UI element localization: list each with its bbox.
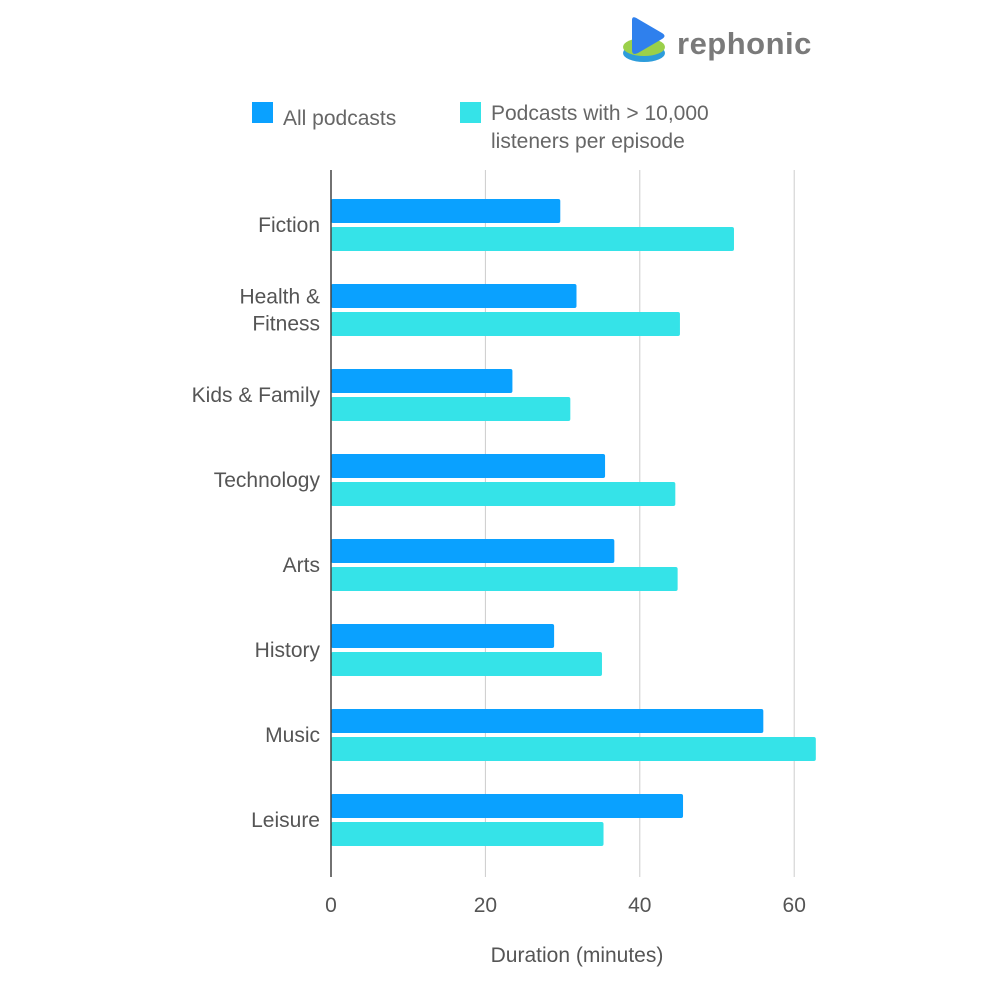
bar-popular-podcasts <box>331 397 571 421</box>
brand-logo: rephonic <box>623 17 812 62</box>
category-label: Music <box>265 724 320 747</box>
bar-popular-podcasts <box>331 312 680 336</box>
bar-popular-podcasts <box>331 737 816 761</box>
bar-all-podcasts <box>331 199 561 223</box>
x-tick-label: 0 <box>325 894 337 917</box>
bar-popular-podcasts <box>331 567 678 591</box>
play-logo-icon <box>623 17 665 62</box>
x-tick-label: 20 <box>474 894 497 917</box>
legend-label-popular: Podcasts with > 10,000 listeners per epi… <box>491 102 715 153</box>
category-label-line: Kids & Family <box>192 384 321 407</box>
legend-label-popular-line-1: Podcasts with > 10,000 <box>491 102 709 125</box>
category-label: Fiction <box>258 214 320 237</box>
bar-all-podcasts <box>331 539 615 563</box>
category-label-line: History <box>255 639 321 662</box>
bar-popular-podcasts <box>331 227 734 251</box>
category-label-line: Music <box>265 724 320 747</box>
bar-all-podcasts <box>331 709 764 733</box>
bar-all-podcasts <box>331 284 577 308</box>
category-label: Kids & Family <box>192 384 321 407</box>
bar-all-podcasts <box>331 369 513 393</box>
category-label: Leisure <box>251 809 320 832</box>
x-tick-label: 60 <box>783 894 806 917</box>
bar-popular-podcasts <box>331 822 604 846</box>
category-label: History <box>255 639 321 662</box>
legend-label-popular-line-2: listeners per episode <box>491 130 685 153</box>
category-label: Health & Fitness <box>239 286 320 336</box>
bar-popular-podcasts <box>331 652 602 676</box>
category-label: Arts <box>283 554 320 577</box>
category-labels: Fiction Health & Fitness Kids & Family Techn… <box>192 214 321 832</box>
category-label-line: Fitness <box>252 313 320 336</box>
category-label: Technology <box>214 469 321 492</box>
legend-swatch-popular <box>460 102 481 123</box>
category-label-line: Leisure <box>251 809 320 832</box>
category-label-line: Fiction <box>258 214 320 237</box>
legend-swatch-all <box>252 102 273 123</box>
bar-all-podcasts <box>331 794 684 818</box>
bar-popular-podcasts <box>331 482 676 506</box>
x-axis-title: Duration (minutes) <box>491 944 664 967</box>
grid <box>484 170 795 877</box>
x-tick-labels: 0 20 40 60 <box>325 894 806 917</box>
legend-label-all-line-1: All podcasts <box>283 107 396 130</box>
category-label-line: Arts <box>283 554 320 577</box>
category-label-line: Health & <box>239 286 320 309</box>
legend-label-all: All podcasts <box>283 107 396 130</box>
category-label-line: Technology <box>214 469 321 492</box>
bar-all-podcasts <box>331 454 606 478</box>
bar-all-podcasts <box>331 624 555 648</box>
bars <box>331 199 816 846</box>
brand-name: rephonic <box>677 26 812 61</box>
legend: All podcasts Podcasts with > 10,000 list… <box>252 102 715 153</box>
x-tick-label: 40 <box>628 894 651 917</box>
